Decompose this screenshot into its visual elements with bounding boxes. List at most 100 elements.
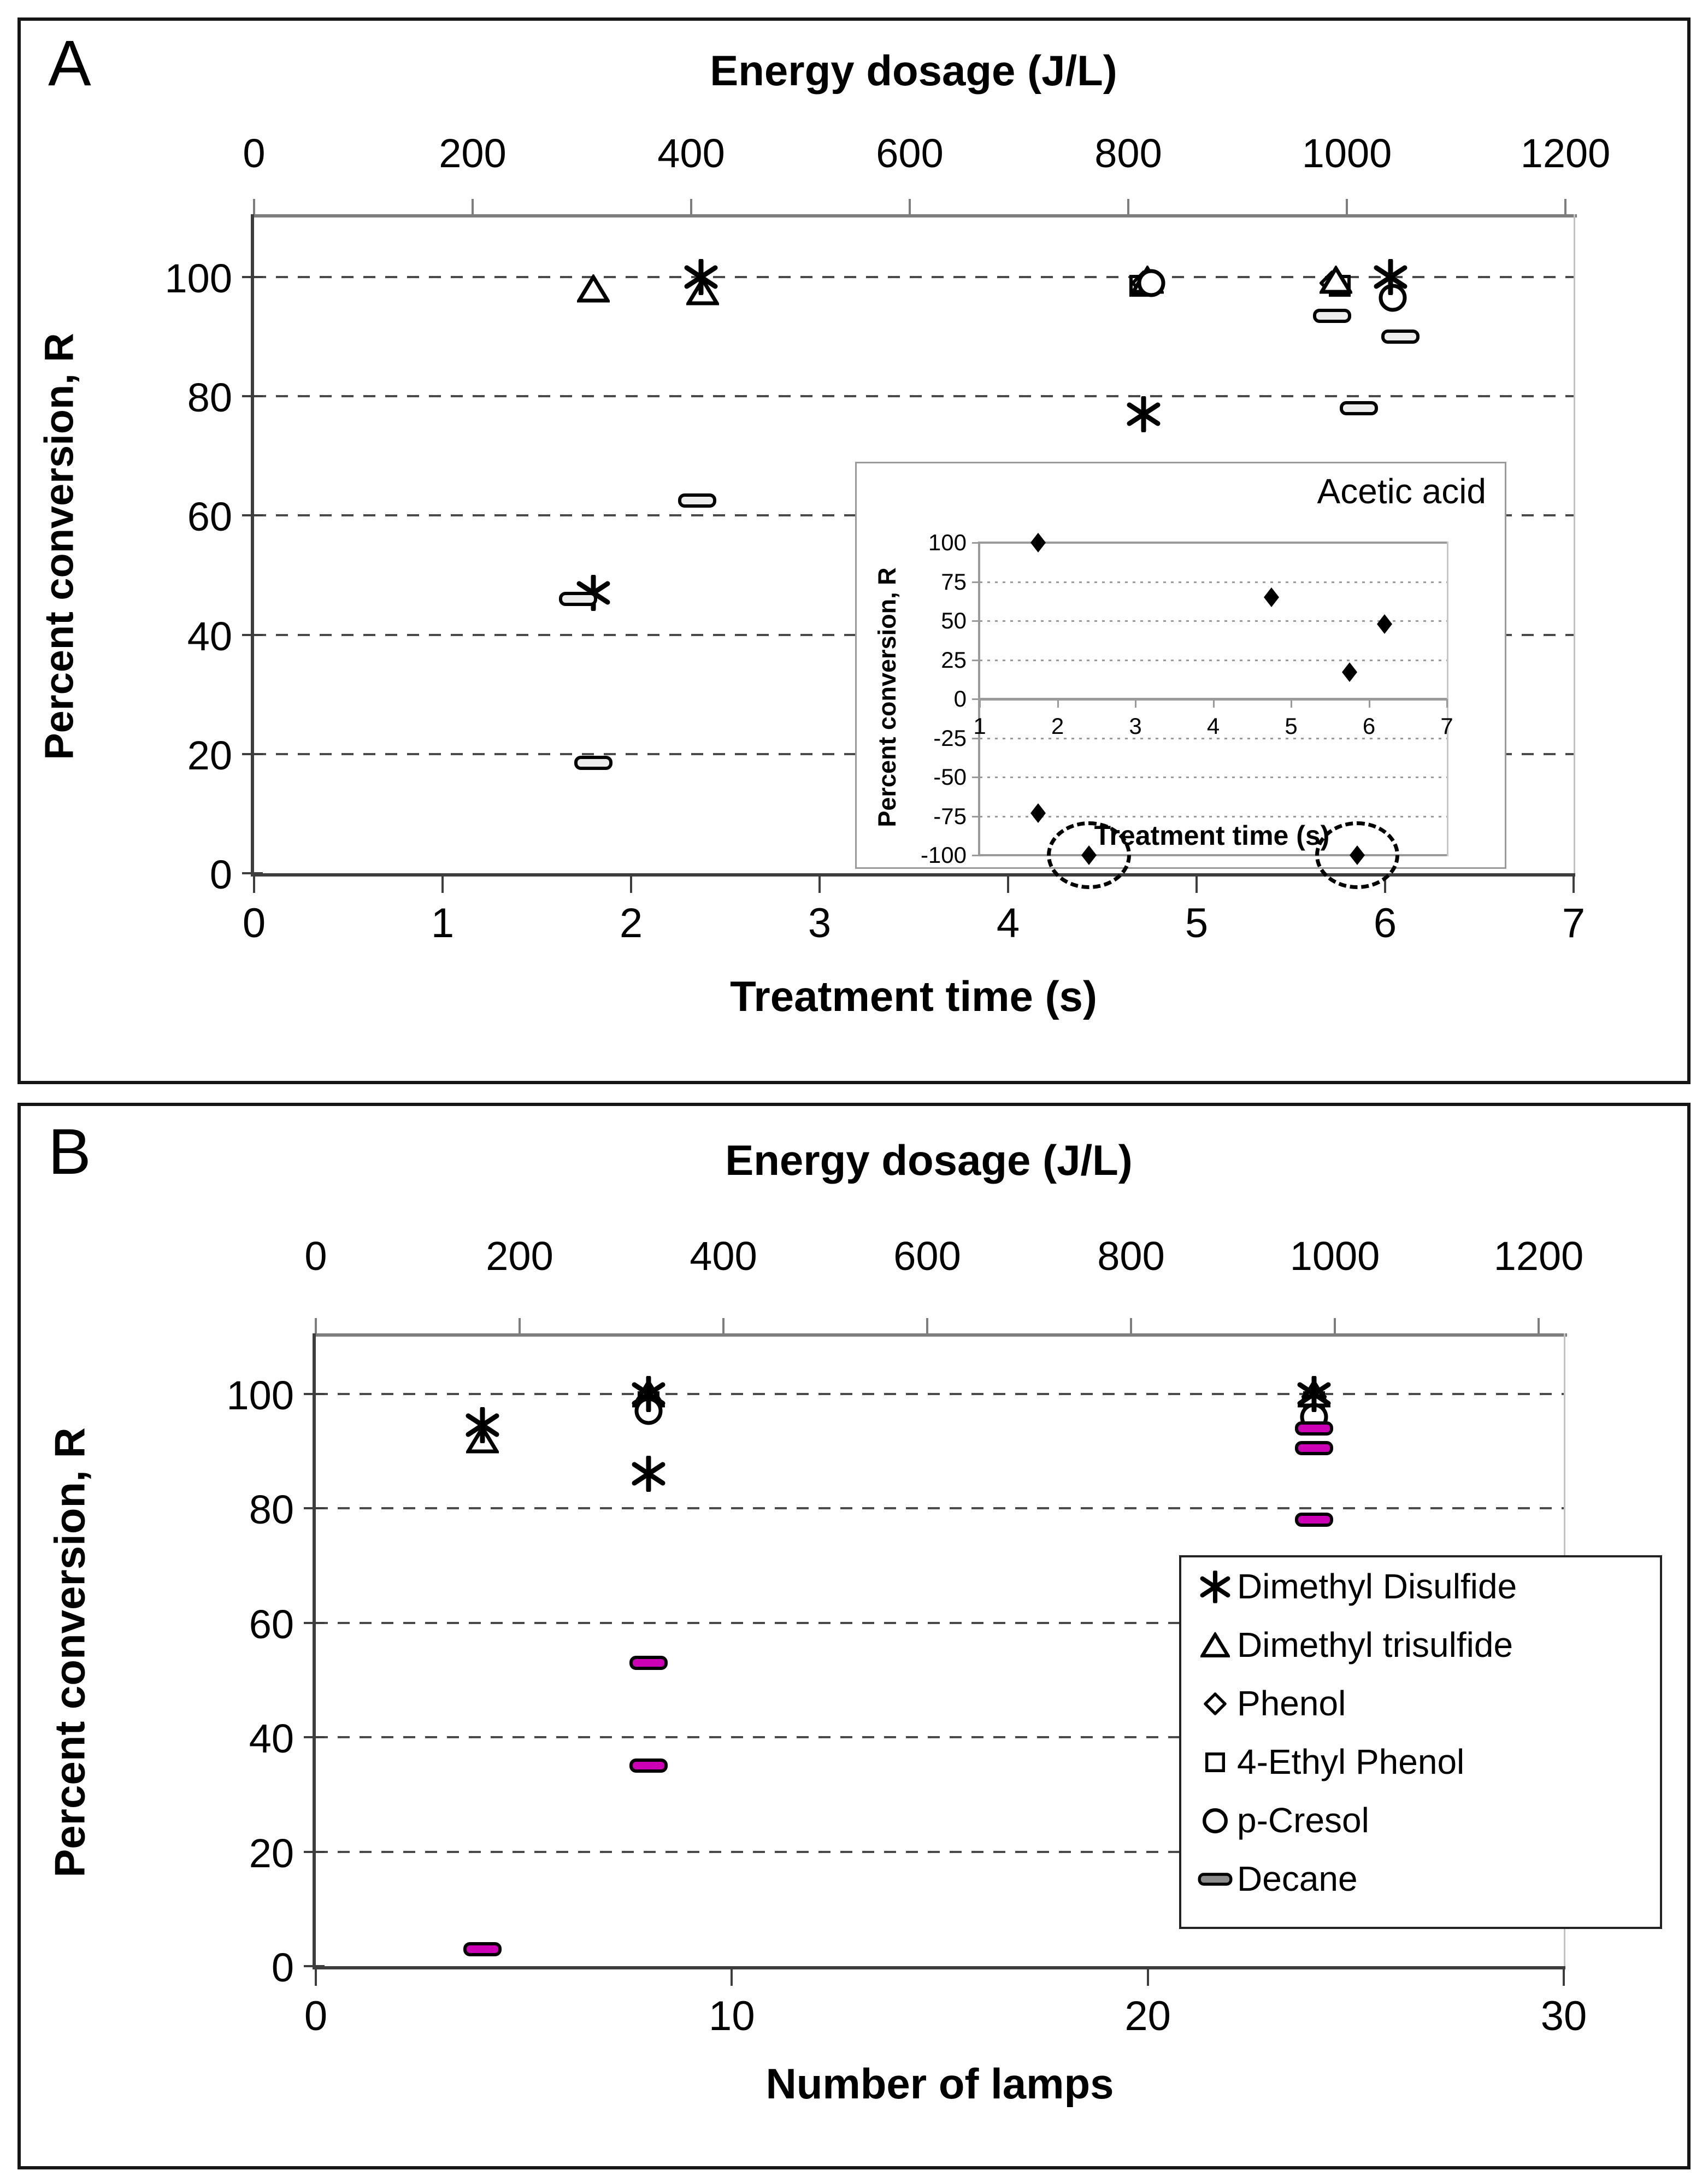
bottom-axis-tick xyxy=(315,1969,317,1986)
top-axis-tick xyxy=(315,1318,317,1333)
y-axis-tick-label: 0 xyxy=(209,852,232,897)
bottom-axis-tick-label: 4 xyxy=(996,900,1020,946)
point-dimethyl-trisulfide xyxy=(1318,264,1354,295)
bottom-axis-tick xyxy=(1146,1969,1149,1986)
inset-y-tick xyxy=(972,659,981,661)
inset-point-acetic-acid xyxy=(1262,586,1281,609)
y-axis-tick xyxy=(242,752,263,755)
top-axis-tick-label: 200 xyxy=(439,131,506,176)
y-axis-tick xyxy=(242,514,263,517)
point-decane xyxy=(1381,329,1420,344)
inset-line-100 xyxy=(980,542,1447,544)
point-dimethyl-disulfide xyxy=(1296,1375,1332,1413)
bottom-axis-tick-label: 2 xyxy=(619,900,643,946)
inset-point-acetic-acid xyxy=(1340,661,1359,684)
gridline-80 xyxy=(254,395,1574,398)
inset-point-acetic-acid xyxy=(1029,802,1047,825)
top-axis-tick-label: 0 xyxy=(243,131,266,176)
panel-a-x-axis-title: Treatment time (s) xyxy=(730,972,1097,1020)
top-axis-tick-label: 1000 xyxy=(1301,131,1392,176)
inset-x-tick xyxy=(1446,699,1448,708)
y-axis-tick xyxy=(304,1736,325,1739)
top-axis-tick xyxy=(909,199,911,214)
y-axis-line xyxy=(251,214,254,877)
top-axis-tick-label: 400 xyxy=(657,131,725,176)
point-decane xyxy=(1295,1440,1334,1456)
bottom-axis-tick-label: 20 xyxy=(1124,1993,1171,2039)
bottom-axis-tick xyxy=(818,877,821,893)
top-axis-tick-label: 600 xyxy=(893,1233,961,1279)
panel-b-x-axis-title: Number of lamps xyxy=(765,2060,1114,2108)
legend-label: Dimethyl trisulfide xyxy=(1237,1625,1513,1665)
top-axis-tick-label: 800 xyxy=(1097,1233,1165,1279)
bottom-axis-tick xyxy=(253,877,255,893)
decane-legend-marker xyxy=(1196,1872,1234,1887)
panel-a-plot-area: 0 200 400 600 800 1000 1200 100 80 60 40 20 0 0 1 2 3 4 5 6… xyxy=(0,0,1708,1087)
y-axis-tick xyxy=(242,633,263,636)
legend-label: 4-Ethyl Phenol xyxy=(1237,1742,1465,1781)
inset-y-tick-label: 100 xyxy=(928,530,967,555)
y-axis-tick xyxy=(304,1507,325,1510)
inset-y-tick xyxy=(972,620,981,622)
bottom-axis-line xyxy=(251,873,1575,877)
bottom-axis-tick xyxy=(630,877,632,893)
y-axis-tick-label: 100 xyxy=(226,1372,294,1418)
top-axis-tick xyxy=(722,1318,725,1333)
inset-line--100 xyxy=(980,854,1447,856)
inset-y-tick-label: 75 xyxy=(941,568,967,595)
top-axis-tick xyxy=(926,1318,928,1333)
top-axis-tick xyxy=(1130,1318,1132,1333)
inset-x-tick-label: 5 xyxy=(1285,713,1298,739)
inset-point-acetic-acid xyxy=(1029,531,1047,554)
point-decane xyxy=(678,493,716,508)
bottom-axis-tick xyxy=(1195,877,1198,893)
inset-y-tick-label: -50 xyxy=(933,764,967,790)
y-axis-tick-label: 60 xyxy=(187,494,232,540)
point-p-cresol xyxy=(1136,268,1166,298)
y-axis-tick-label: 20 xyxy=(249,1830,294,1876)
inset-y-tick-label: 0 xyxy=(953,686,967,711)
top-axis-tick xyxy=(1538,1318,1540,1333)
inset-x-tick-label: 4 xyxy=(1206,713,1220,739)
top-axis-tick-label: 1200 xyxy=(1520,131,1611,176)
point-dimethyl-trisulfide xyxy=(575,273,611,304)
top-axis-line xyxy=(316,1333,1567,1337)
bottom-axis-tick xyxy=(1384,877,1386,893)
inset-x-tick-label: 6 xyxy=(1362,713,1376,739)
top-axis-tick xyxy=(690,199,692,214)
inset-y-tick-label: -100 xyxy=(920,842,967,868)
top-axis-tick xyxy=(472,199,474,214)
panel-b-letter: B xyxy=(48,1116,91,1188)
inset-gridline-75 xyxy=(980,581,1447,583)
inset-y-tick-label: -75 xyxy=(933,803,967,829)
top-axis-line xyxy=(254,214,1577,217)
legend-label: Decane xyxy=(1237,1859,1358,1898)
point-decane xyxy=(629,1758,668,1773)
top-axis-tick-label: 200 xyxy=(486,1233,553,1279)
bottom-axis-tick-label: 30 xyxy=(1540,1993,1587,2039)
y-axis-tick-label: 0 xyxy=(271,1945,294,1990)
inset-x-tick xyxy=(1135,699,1136,708)
bottom-axis-tick xyxy=(1563,1969,1565,1986)
gridline-60 xyxy=(316,1621,1564,1624)
panel-a-top-axis-title: Energy dosage (J/L) xyxy=(710,46,1117,95)
top-axis-tick-label: 800 xyxy=(1094,131,1162,176)
4-ethyl-phenol-legend-marker xyxy=(1204,1751,1227,1774)
y-axis-tick-label: 20 xyxy=(187,732,232,778)
bottom-axis-tick-label: 6 xyxy=(1373,900,1397,946)
inset-x-tick xyxy=(1057,699,1059,708)
legend-box: Dimethyl Disulfide Dimethyl trisulfide Phe… xyxy=(1179,1555,1662,1929)
y-axis-tick xyxy=(242,395,263,398)
inset-circled-point-highlight xyxy=(1315,821,1400,889)
inset-x-tick xyxy=(979,699,981,708)
bottom-axis-tick-label: 1 xyxy=(431,900,455,946)
y-axis-tick-label: 40 xyxy=(187,613,232,659)
y-axis-tick xyxy=(304,1392,325,1395)
inset-gridline--25 xyxy=(980,737,1447,739)
point-dimethyl-disulfide xyxy=(631,1455,667,1493)
inset-y-tick-label: 25 xyxy=(941,646,967,673)
inset-x-tick-label: 2 xyxy=(1051,713,1064,739)
top-axis-tick-label: 400 xyxy=(690,1233,757,1279)
point-decane xyxy=(1313,308,1352,324)
